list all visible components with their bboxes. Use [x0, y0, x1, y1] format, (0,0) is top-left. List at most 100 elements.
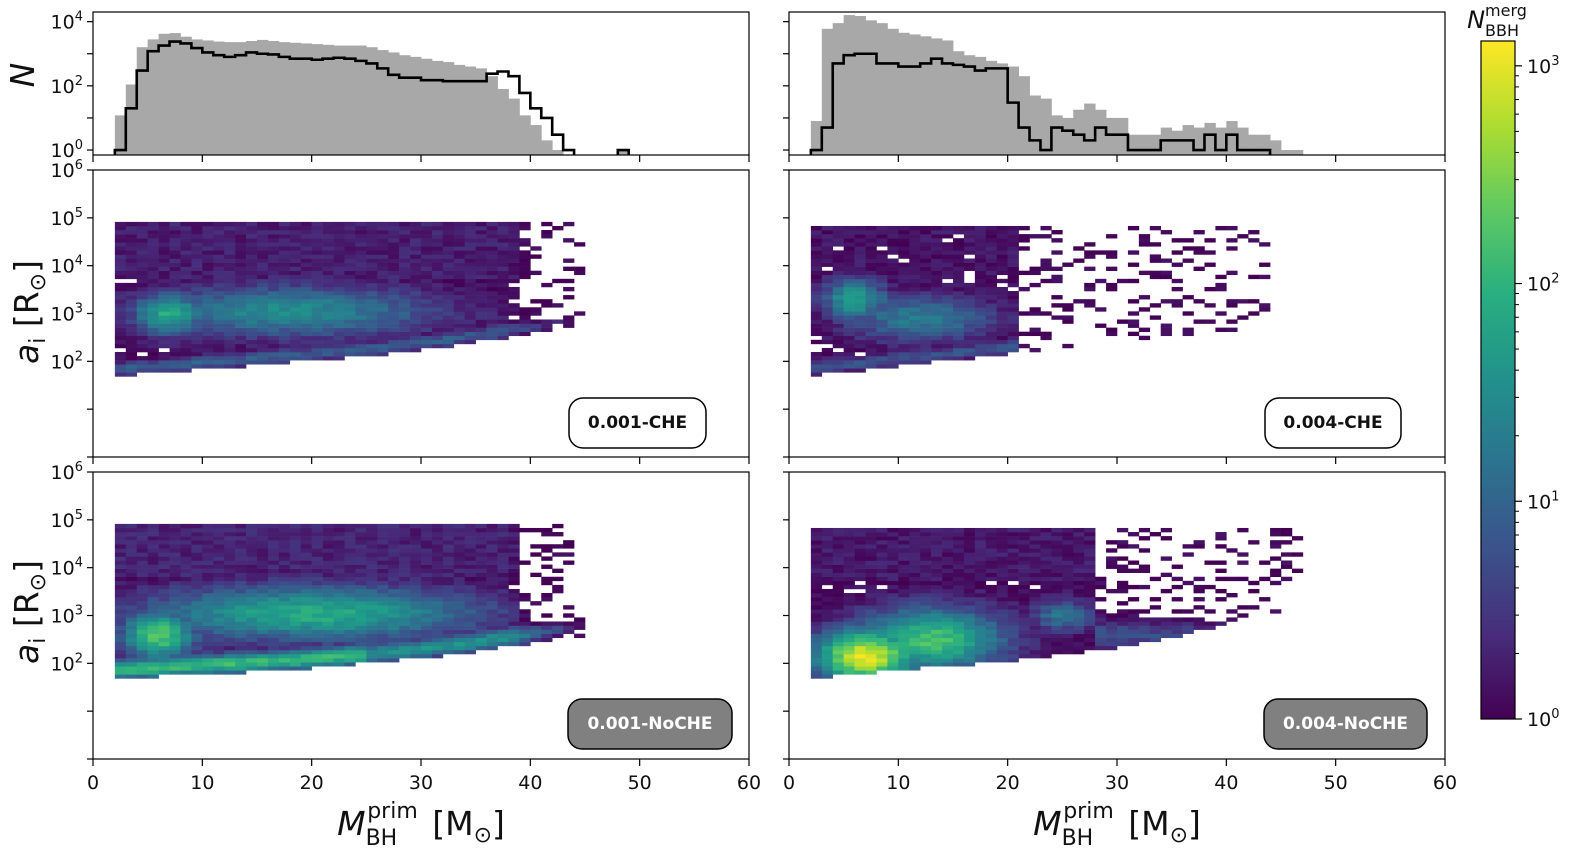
- heatmap-cell: [931, 564, 943, 569]
- heatmap-cell: [854, 347, 866, 353]
- heatmap-cell: [344, 536, 356, 541]
- heatmap-cell: [246, 315, 258, 320]
- heatmap-cell: [942, 262, 954, 267]
- heatmap-cell: [1215, 311, 1227, 316]
- heatmap-cell: [136, 339, 148, 345]
- heatmap-cell: [246, 666, 258, 671]
- heatmap-cell: [1007, 654, 1019, 659]
- heatmap-cell: [1138, 633, 1151, 639]
- heatmap-cell: [887, 617, 899, 622]
- heatmap-cell: [311, 234, 323, 239]
- heatmap-cell: [410, 532, 422, 537]
- heatmap-cell: [453, 649, 466, 655]
- heatmap-cell: [235, 282, 247, 288]
- heatmap-cell: [530, 621, 542, 626]
- heatmap-cell: [453, 645, 466, 651]
- heatmap-cell: [442, 633, 455, 639]
- heatmap-cell: [147, 617, 159, 622]
- heatmap-cell: [821, 601, 834, 606]
- heatmap-cell: [158, 572, 170, 578]
- heatmap-cell: [996, 544, 1008, 549]
- heatmap-cell: [202, 621, 214, 626]
- heatmap-cell: [355, 315, 367, 320]
- heatmap-cell: [887, 250, 899, 255]
- heatmap-cell: [865, 536, 877, 541]
- heatmap-cell: [996, 319, 1008, 324]
- y-tick-label: 106: [51, 158, 83, 182]
- heatmap-cell: [1193, 625, 1205, 630]
- heatmap-cell: [399, 527, 411, 533]
- heatmap-cell: [843, 360, 855, 365]
- heatmap-cell: [300, 278, 312, 284]
- heatmap-cell: [355, 637, 367, 643]
- heatmap-cell: [1073, 564, 1085, 569]
- heatmap-cell: [147, 238, 159, 243]
- heatmap-cell: [224, 613, 236, 618]
- heatmap-cell: [574, 311, 586, 316]
- heatmap-cell: [399, 242, 411, 247]
- heatmap-cell: [410, 303, 422, 308]
- heatmap-cell: [399, 347, 411, 353]
- heatmap-cell: [1018, 234, 1030, 239]
- heatmap-cell: [289, 266, 302, 271]
- heatmap-cell: [235, 315, 247, 320]
- heatmap-cell: [300, 343, 312, 349]
- heatmap-cell: [1073, 584, 1085, 590]
- heatmap-cell: [377, 609, 389, 614]
- heatmap-cell: [865, 580, 877, 586]
- heatmap-cell: [931, 319, 943, 324]
- heatmap-cell: [421, 584, 433, 590]
- heatmap-cell: [843, 242, 855, 247]
- heatmap-cell: [136, 621, 148, 626]
- heatmap-cell: [821, 364, 834, 369]
- heatmap-cell: [267, 576, 280, 582]
- heatmap-cell: [278, 356, 291, 361]
- heatmap-cell: [865, 654, 877, 659]
- heatmap-cell: [920, 584, 932, 590]
- heatmap-cell: [1193, 617, 1205, 622]
- heatmap-cell: [213, 536, 225, 541]
- heatmap-cell: [322, 343, 334, 349]
- heatmap-cell: [1171, 238, 1183, 243]
- heatmap-cell: [552, 633, 564, 639]
- heatmap-cell: [887, 356, 899, 361]
- heatmap-cell: [1029, 266, 1041, 271]
- heatmap-cell: [453, 282, 466, 288]
- heatmap-cell: [147, 307, 159, 312]
- heatmap-cell: [213, 331, 225, 337]
- heatmap-cell: [854, 670, 866, 675]
- heatmap-cell: [1051, 544, 1063, 549]
- heatmap-cell: [887, 307, 899, 312]
- heatmap-cell: [1084, 584, 1096, 590]
- heatmap-cell: [202, 536, 214, 541]
- heatmap-cell: [399, 230, 411, 235]
- heatmap-cell: [147, 254, 159, 259]
- heatmap-cell: [843, 295, 855, 300]
- heatmap-cell: [267, 564, 280, 569]
- heatmap-cell: [322, 609, 334, 614]
- heatmap-cell: [497, 238, 509, 243]
- heatmap-cell: [876, 299, 888, 304]
- heatmap-cell: [169, 254, 181, 259]
- heatmap-cell: [344, 580, 356, 586]
- heatmap-cell: [1040, 617, 1052, 622]
- hist-bar: [920, 36, 932, 155]
- heatmap-cell: [322, 572, 334, 578]
- heatmap-cell: [843, 307, 855, 312]
- heatmap-cell: [996, 593, 1008, 598]
- heatmap-cell: [202, 670, 214, 675]
- heatmap-cell: [1237, 315, 1249, 320]
- heatmap-cell: [257, 311, 269, 316]
- heatmap-cell: [235, 221, 247, 227]
- heatmap-cell: [1117, 637, 1129, 643]
- heatmap-cell: [1171, 303, 1183, 308]
- heatmap-cell: [854, 295, 866, 300]
- heatmap-cell: [931, 532, 943, 537]
- heatmap-cell: [158, 286, 170, 292]
- heatmap-cell: [1248, 230, 1260, 235]
- heatmap-cell: [909, 645, 921, 651]
- heatmap-cell: [213, 238, 225, 243]
- heatmap-cell: [410, 270, 422, 276]
- heatmap-cell: [942, 552, 954, 557]
- heatmap-cell: [311, 601, 323, 606]
